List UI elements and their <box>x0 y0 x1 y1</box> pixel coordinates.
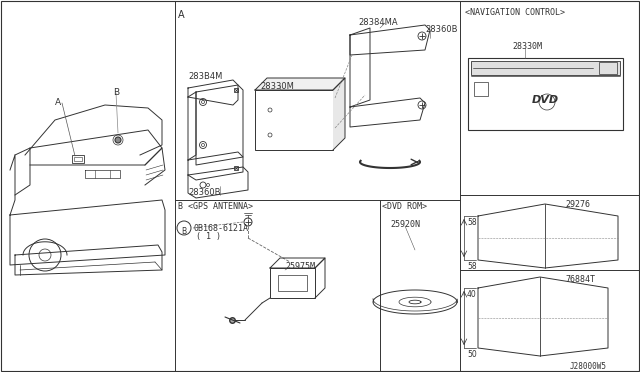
Text: 76884T: 76884T <box>565 275 595 284</box>
Circle shape <box>115 137 121 143</box>
Text: A: A <box>55 98 61 107</box>
Text: <DVD ROM>: <DVD ROM> <box>382 202 427 211</box>
Polygon shape <box>255 78 345 90</box>
Text: 29276: 29276 <box>565 200 590 209</box>
Circle shape <box>177 221 191 235</box>
Bar <box>474 82 488 96</box>
Bar <box>74 157 82 161</box>
Bar <box>255 90 333 150</box>
Text: 28330M: 28330M <box>260 82 294 91</box>
Text: <NAVIGATION CONTROL>: <NAVIGATION CONTROL> <box>465 8 565 17</box>
Bar <box>72 155 84 163</box>
Text: 25975M: 25975M <box>285 262 315 271</box>
Text: 0B168-6121A: 0B168-6121A <box>193 224 248 233</box>
Polygon shape <box>333 78 345 150</box>
Text: 58: 58 <box>467 218 477 227</box>
Text: DVD: DVD <box>531 95 559 105</box>
Text: 283B4M: 283B4M <box>188 72 222 81</box>
Bar <box>468 58 623 130</box>
Text: 28384MA: 28384MA <box>358 18 397 27</box>
Text: A: A <box>178 10 184 20</box>
Text: ( 1 ): ( 1 ) <box>196 232 221 241</box>
Text: 25920N: 25920N <box>390 220 420 229</box>
Bar <box>599 62 617 74</box>
Text: 58: 58 <box>467 262 477 271</box>
Bar <box>270 268 315 298</box>
Bar <box>278 275 307 291</box>
Text: 40: 40 <box>467 290 477 299</box>
Text: B <GPS ANTENNA>: B <GPS ANTENNA> <box>178 202 253 211</box>
Text: 50: 50 <box>467 350 477 359</box>
Text: 28330M: 28330M <box>512 42 542 51</box>
Text: 28360B: 28360B <box>188 188 221 197</box>
Text: B: B <box>113 88 119 97</box>
Text: B: B <box>181 228 186 237</box>
Bar <box>471 61 620 75</box>
Text: 28360B: 28360B <box>425 25 458 34</box>
Text: J28000W5: J28000W5 <box>570 362 607 371</box>
